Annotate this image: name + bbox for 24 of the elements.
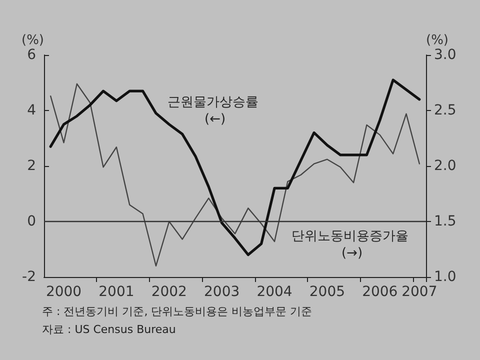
x-tick-label: 2005 bbox=[309, 284, 346, 300]
x-tick-label: 2001 bbox=[98, 284, 134, 300]
y2-tick-label: 1.0 bbox=[434, 269, 456, 285]
y-tick-label: -2 bbox=[22, 269, 36, 285]
x-tick-label: 2000 bbox=[46, 284, 82, 300]
x-tick-label: 2003 bbox=[204, 284, 240, 300]
y-tick-label: 0 bbox=[27, 214, 36, 230]
y2-tick-label: 1.5 bbox=[434, 214, 456, 230]
y-tick-label: 2 bbox=[27, 158, 36, 174]
y2-tick-label: 2.0 bbox=[434, 158, 456, 174]
x-tick-label: 2004 bbox=[256, 284, 292, 300]
x-tick-label: 2002 bbox=[151, 284, 187, 300]
text: 주 : 전년동기비 기준, 단위노동비용은 비농업부문 기준 bbox=[42, 305, 312, 318]
series-label: 근원물가상승률 (←) bbox=[168, 95, 258, 127]
x-tick-label: 2006 bbox=[362, 284, 398, 300]
y-axis-title: (%) bbox=[22, 33, 44, 48]
text: 자료 : US Census Bureau bbox=[42, 323, 176, 336]
y2-tick-label: 3.0 bbox=[434, 47, 456, 63]
y2-tick-label: 2.5 bbox=[434, 102, 456, 118]
y2-axis-title: (%) bbox=[426, 33, 448, 48]
y-tick-label: 4 bbox=[27, 102, 36, 118]
y-tick-label: 6 bbox=[27, 47, 36, 63]
series-label: 단위노동비용증가율 (→) bbox=[291, 229, 413, 261]
x-tick-label: 2007 bbox=[402, 284, 438, 300]
